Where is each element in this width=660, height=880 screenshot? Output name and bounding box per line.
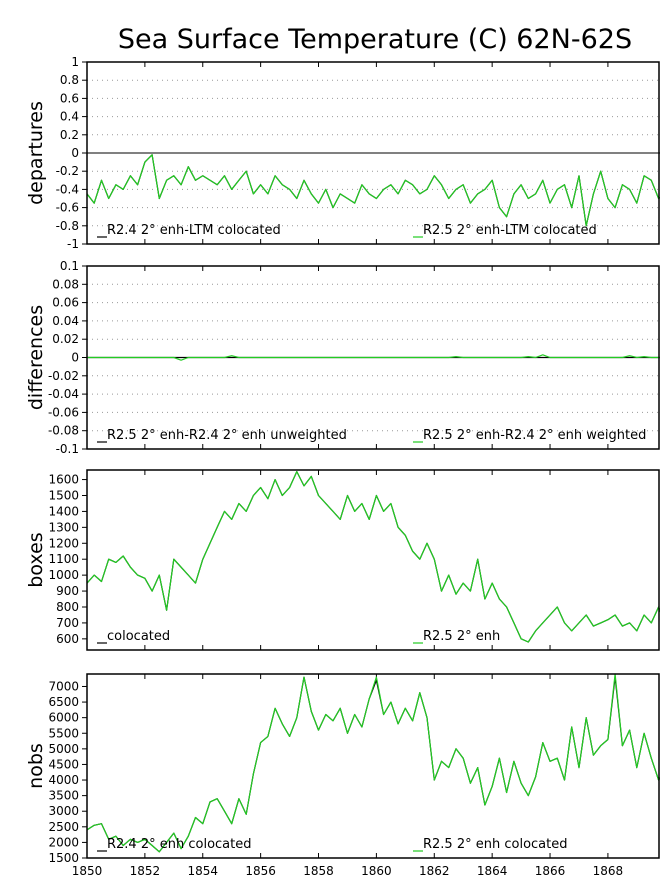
plot-frame [86, 469, 660, 651]
y-tick-label: 0 [71, 146, 79, 160]
y-tick-label: 600 [56, 632, 79, 646]
y-tick-label: 6500 [48, 695, 79, 709]
y-tick-label: 900 [56, 584, 79, 598]
y-tick-label: -0.04 [48, 387, 79, 401]
x-tick-label: 1852 [130, 864, 161, 878]
y-tick-label: -0.4 [56, 182, 79, 196]
y-axis-label: differences [25, 305, 47, 410]
y-tick-label: -0.06 [48, 405, 79, 419]
legend-label: R2.5 2° enh-R2.4 2° enh unweighted [107, 428, 347, 443]
y-tick-label: 0.02 [52, 332, 79, 346]
series-line-r24 [86, 676, 660, 853]
legend-label: colocated [107, 629, 170, 644]
y-tick-label: 800 [56, 600, 79, 614]
y-tick-label: 0.4 [60, 110, 79, 124]
y-tick-label: 5000 [48, 742, 79, 756]
y-tick-label: 0.08 [52, 277, 79, 291]
legend-label: R2.4 2° enh-LTM colocated [107, 223, 281, 238]
series-line-r24 [86, 471, 660, 643]
panel-differences: -0.1 -0.08 -0.06 -0.04 -0.02 0 0.02 0.04 0.06 0.0… [25, 259, 660, 456]
y-tick-label: 2500 [48, 820, 79, 834]
y-tick-label: -0.6 [56, 201, 79, 215]
panel-boxes: 600 700 800 900 1000 1100 1200 1300 1400 15001600… [25, 469, 660, 651]
y-tick-label: 5500 [48, 726, 79, 740]
y-tick-label: 3500 [48, 789, 79, 803]
y-tick-label: 0.06 [52, 296, 79, 310]
y-tick-label: 1000 [48, 568, 79, 582]
y-tick-label: 6000 [48, 711, 79, 725]
y-tick-label: 0.04 [52, 314, 79, 328]
y-tick-label: -0.08 [48, 424, 79, 438]
series-line-r25 [87, 354, 660, 361]
y-tick-label: 2000 [48, 835, 79, 849]
chart-title: Sea Surface Temperature (C) 62N-62S [118, 24, 632, 55]
y-tick-label: 7000 [48, 679, 79, 693]
x-tick-label: 1858 [303, 864, 334, 878]
chart-panels: -1 -0.8 -0.6 -0.4 -0.2 0 0.2 0.4 0.6 0.8 1 R2.4 2° … [25, 55, 660, 878]
y-tick-label: -0.8 [56, 219, 79, 233]
y-tick-label: 1200 [48, 536, 79, 550]
x-tick-label: 1864 [477, 864, 508, 878]
series-line-r25 [86, 673, 660, 853]
series-line-r24 [86, 154, 660, 227]
legend-label: R2.5 2° enh colocated [423, 837, 567, 852]
x-tick-label: 1862 [419, 864, 450, 878]
y-tick-label: 0.6 [60, 91, 79, 105]
y-tick-label: 0.1 [60, 259, 79, 273]
y-tick-label: -1 [67, 237, 79, 251]
x-tick-label: 1854 [187, 864, 218, 878]
legend-label: R2.5 2° enh-R2.4 2° enh weighted [423, 428, 646, 443]
plot-frame [86, 673, 660, 859]
y-tick-label: 1500 [48, 851, 79, 865]
y-tick-label: 3000 [48, 804, 79, 818]
legend-label: R2.5 2° enh-LTM colocated [423, 223, 597, 238]
y-tick-label: 1500 [48, 488, 79, 502]
y-tick-label: -0.2 [56, 164, 79, 178]
y-tick-label: 4500 [48, 757, 79, 771]
x-tick-label: 1860 [361, 864, 392, 878]
y-tick-label: 1 [71, 55, 79, 69]
y-tick-label: 0 [71, 351, 79, 365]
plot-frame [86, 61, 660, 245]
panel-departures: -1 -0.8 -0.6 -0.4 -0.2 0 0.2 0.4 0.6 0.8 1 R2.4 2° … [25, 55, 660, 251]
y-tick-label: 0.8 [60, 73, 79, 87]
plot-frame [86, 265, 660, 450]
y-tick-label: 1600 [48, 473, 79, 487]
y-axis-label: departures [25, 101, 47, 205]
series-line-r25 [86, 154, 660, 227]
x-tick-label: 1868 [593, 864, 624, 878]
x-tick-label: 1856 [245, 864, 276, 878]
x-tick-label: 1866 [535, 864, 566, 878]
y-tick-label: -0.1 [56, 442, 79, 456]
y-tick-label: 1100 [48, 552, 79, 566]
y-tick-label: 1400 [48, 504, 79, 518]
y-axis-label: nobs [25, 743, 47, 789]
y-axis-label: boxes [25, 532, 47, 587]
series-line-r25 [86, 471, 660, 643]
y-tick-label: 700 [56, 616, 79, 630]
legend-label: R2.5 2° enh [423, 629, 500, 644]
y-tick-label: 1300 [48, 520, 79, 534]
y-tick-label: -0.02 [48, 369, 79, 383]
y-tick-label: 4000 [48, 773, 79, 787]
legend-label: R2.4 2° enh colocated [107, 837, 251, 852]
y-tick-label: 0.2 [60, 128, 79, 142]
x-tick-label: 1850 [72, 864, 103, 878]
